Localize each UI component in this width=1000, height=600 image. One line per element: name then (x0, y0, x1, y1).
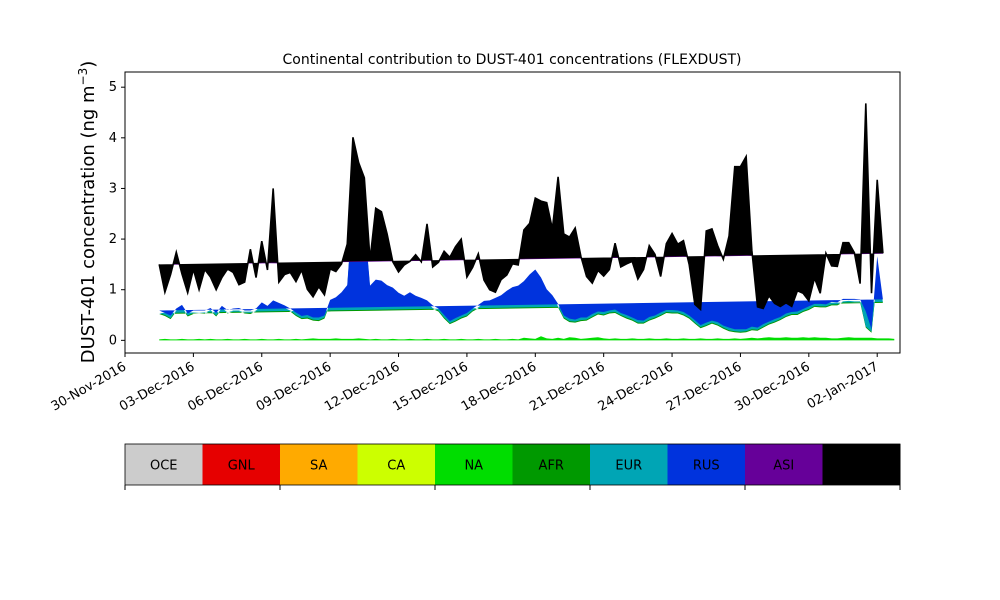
y-tick-label: 4 (109, 131, 117, 146)
x-tick-label: 06-Dec-2016 (185, 359, 265, 414)
x-tick-label: 18-Dec-2016 (459, 359, 539, 414)
colorbar-segment-ca (357, 444, 436, 485)
colorbar-label: GNL (228, 459, 256, 474)
y-tick-label: 3 (109, 181, 117, 196)
colorbar-segment-gnl (202, 444, 281, 485)
area-rus (159, 203, 883, 330)
x-tick-label: 09-Dec-2016 (254, 359, 334, 414)
stacked-area-group (159, 103, 895, 341)
y-axis: 0 1 2 3 4 5 (109, 80, 125, 348)
y-tick-label: 0 (109, 333, 117, 348)
colorbar-segment-asi (745, 444, 823, 485)
colorbar-label: EUR (615, 459, 642, 474)
y-tick-label: 5 (109, 80, 117, 95)
y-tick-label: 1 (109, 283, 117, 298)
colorbar-segment-oce (125, 444, 203, 485)
x-tick-label: 15-Dec-2016 (391, 359, 471, 414)
region-colorbar: OCE GNL SA CA NA AFR EUR RUS ASI AUS (124, 443, 901, 490)
x-tick-label: 03-Dec-2016 (117, 359, 197, 414)
colorbar-segment-afr (512, 444, 591, 485)
x-axis: 30-Nov-201603-Dec-201606-Dec-201609-Dec-… (49, 353, 881, 415)
x-tick-label: 02-Jan-2017 (805, 359, 882, 412)
colorbar-segment-sa (280, 444, 358, 485)
colorbar-label: AUS (848, 459, 875, 474)
x-tick-label: 24-Dec-2016 (596, 359, 676, 414)
y-axis-label-exponent: −3 (76, 68, 90, 86)
y-axis-label-close: ) (78, 61, 99, 68)
colorbar-label: ASI (773, 459, 794, 474)
colorbar-label: OCE (150, 459, 178, 474)
x-tick-label: 30-Dec-2016 (732, 359, 812, 414)
colorbar-label: NA (464, 459, 483, 474)
x-tick-label: 30-Nov-2016 (49, 359, 129, 414)
colorbar-segment-aus (822, 444, 901, 485)
colorbar-frame (124, 443, 901, 486)
x-tick-label: 12-Dec-2016 (322, 359, 402, 414)
x-tick-label: 27-Dec-2016 (664, 359, 744, 414)
y-axis-label-main: DUST-401 concentration (ng m (78, 85, 99, 363)
area-na (159, 336, 895, 341)
colorbar-label: AFR (539, 459, 564, 474)
y-tick-label: 2 (109, 232, 117, 247)
y-axis-label: DUST-401 concentration (ng m−3) (76, 61, 99, 364)
total-line-group (158, 103, 884, 312)
colorbar-label: CA (387, 459, 405, 474)
colorbar-segment-na (435, 444, 513, 485)
colorbar-segment-eur (590, 444, 668, 485)
plot-frame (124, 71, 901, 354)
colorbar-label: SA (310, 459, 327, 474)
total-concentration-line (158, 103, 884, 312)
x-tick-label: 21-Dec-2016 (527, 359, 607, 414)
chart-title: Continental contribution to DUST-401 con… (283, 52, 742, 68)
colorbar-segment-rus (667, 444, 746, 485)
area-aus (159, 103, 883, 310)
colorbar-label: RUS (693, 459, 720, 474)
